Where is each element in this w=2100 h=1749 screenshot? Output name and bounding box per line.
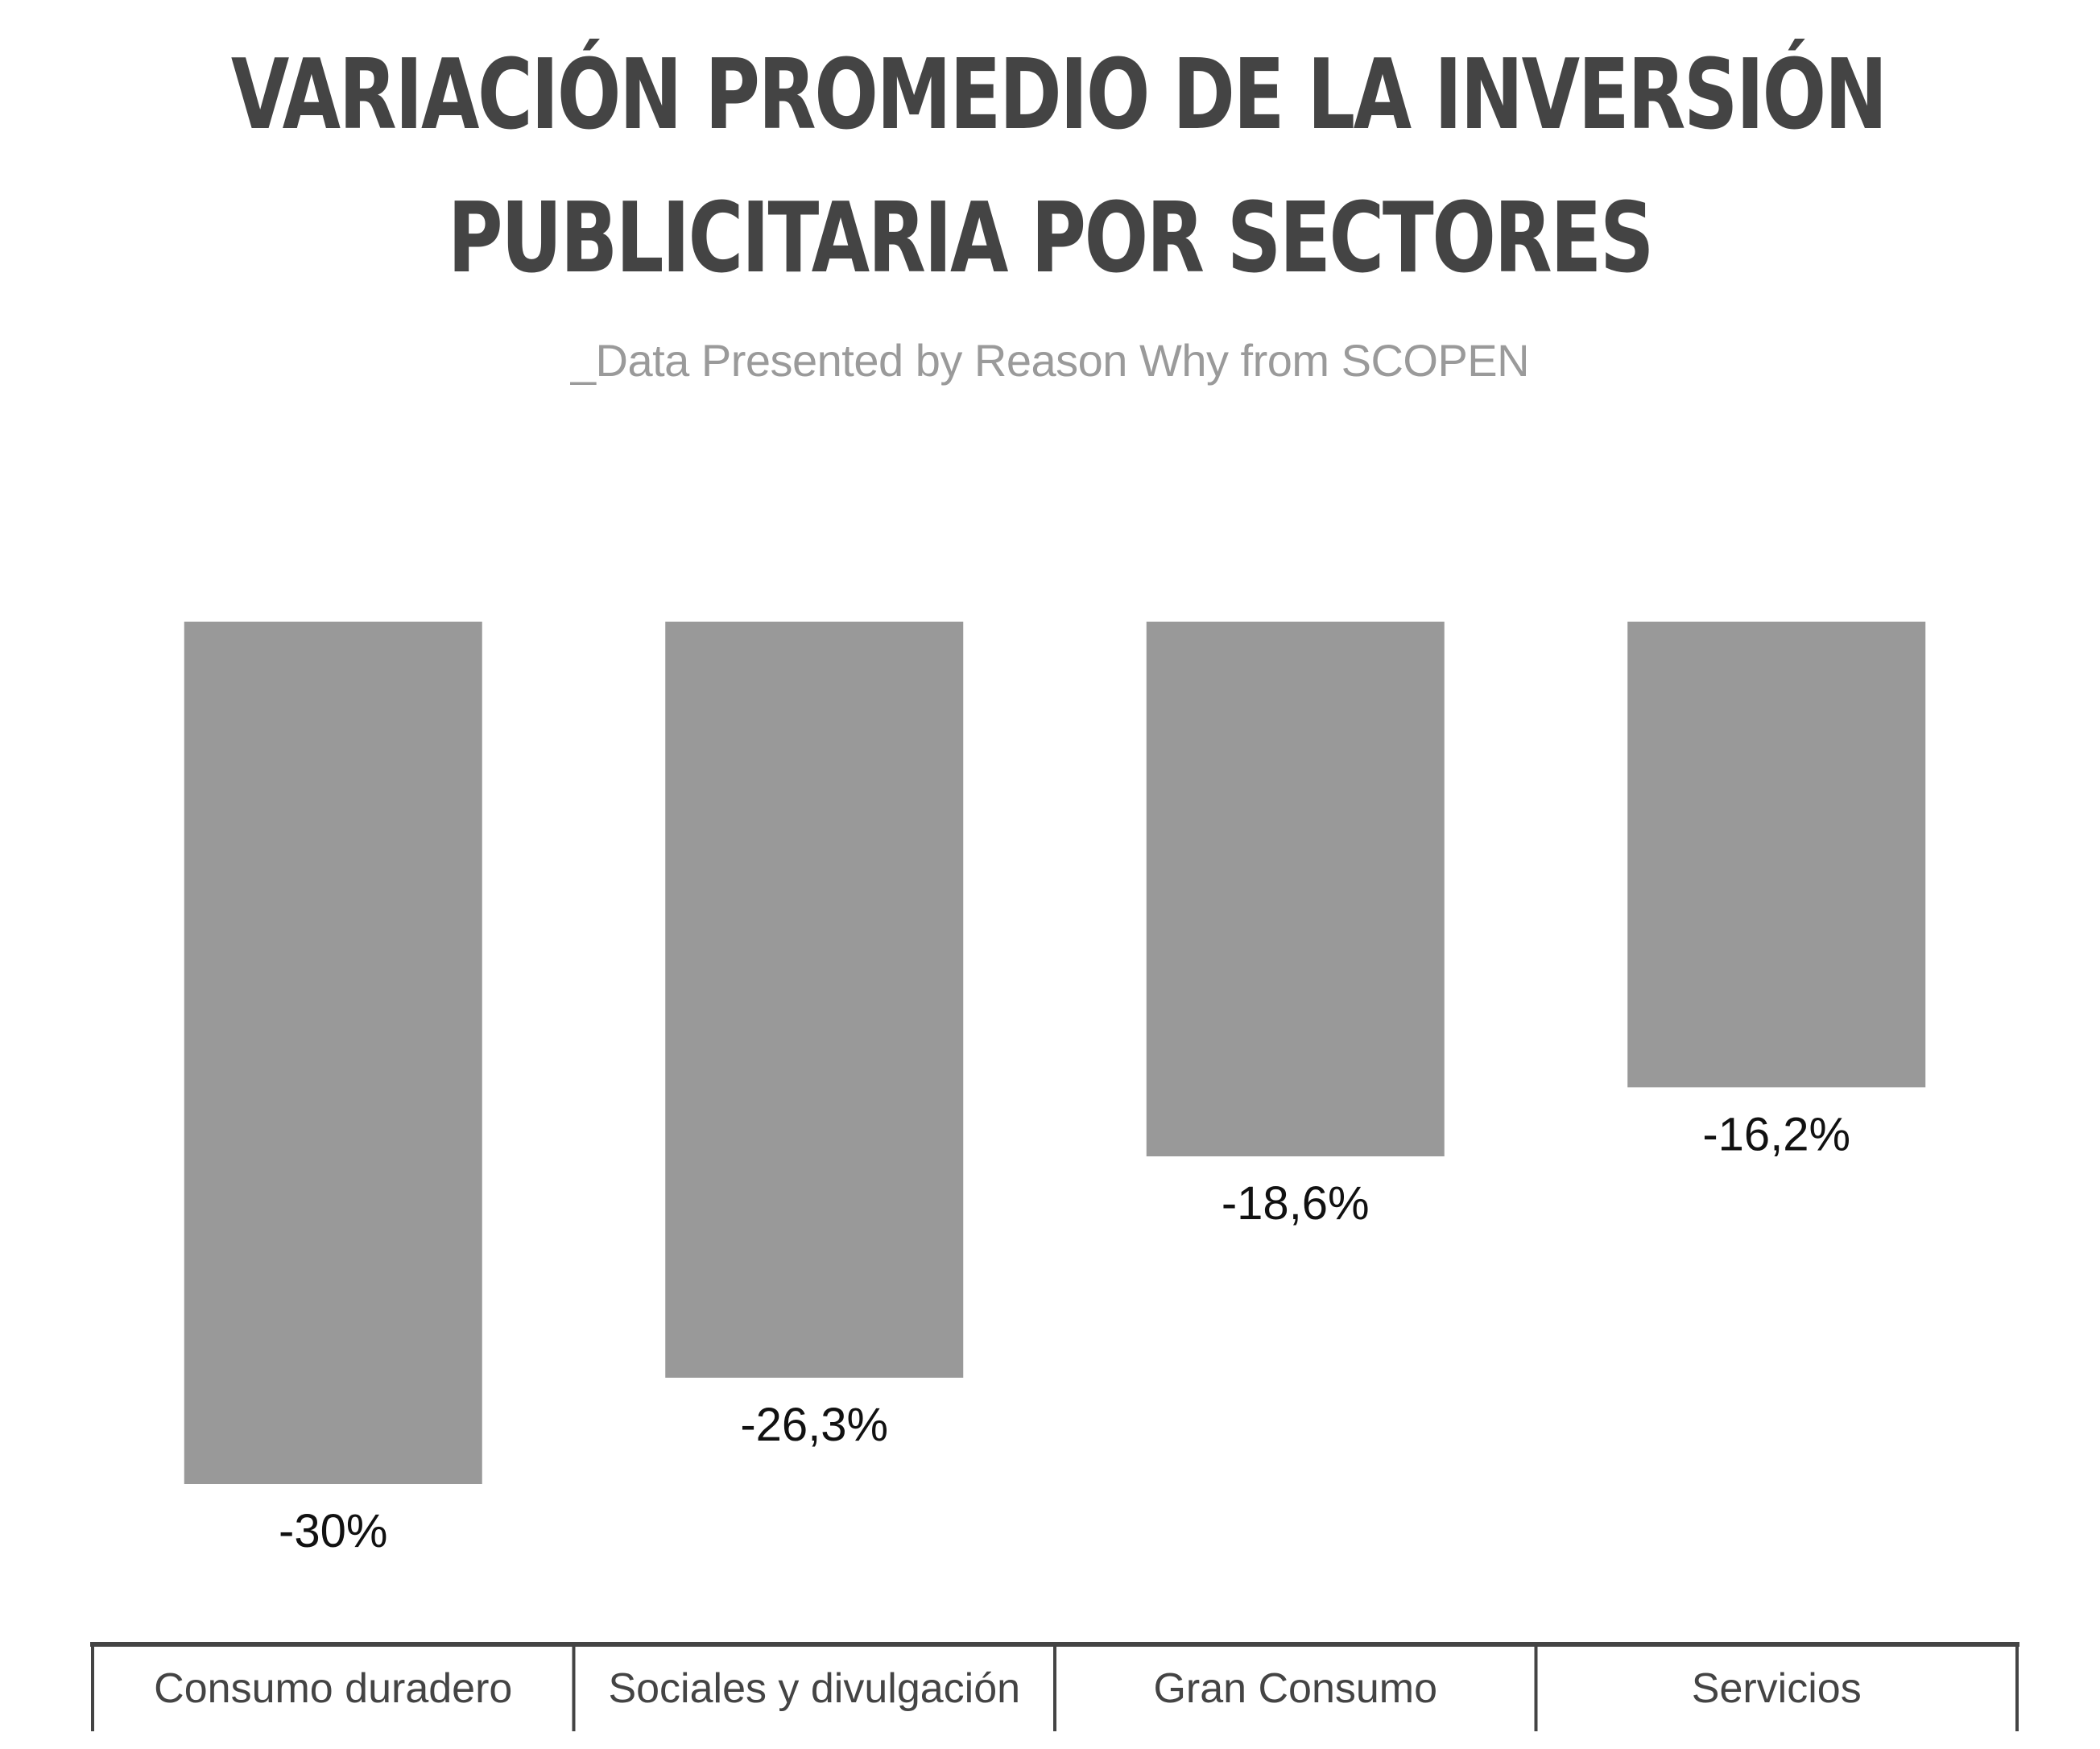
chart-title-line-1: VARIACIÓN PROMEDIO DE LA INVERSIÓN	[230, 39, 1887, 151]
bar	[1146, 622, 1445, 1157]
bar-value-label: -26,3%	[740, 1399, 888, 1451]
category-label: Gran Consumo	[1153, 1665, 1437, 1712]
chart-title: VARIACIÓN PROMEDIO DE LA INVERSIÓN PUBLI…	[230, 24, 1887, 311]
bar	[665, 622, 964, 1378]
bar-value-label: -30%	[279, 1505, 387, 1557]
bar-value-label: -18,6%	[1222, 1177, 1370, 1230]
bar-labels-group: -30% -26,3% -18,6% -16,2%	[279, 1108, 1850, 1557]
bars-group	[184, 622, 1926, 1484]
bar	[184, 622, 482, 1484]
category-label: Sociales y divulgación	[608, 1665, 1020, 1712]
chart-subtitle: _Data Presented by Reason Why from SCOPE…	[570, 335, 1530, 386]
bar-value-label: -16,2%	[1702, 1108, 1850, 1160]
category-label: Servicios	[1692, 1665, 1862, 1712]
chart-title-line-2: PUBLICITARIA POR SECTORES	[447, 183, 1654, 295]
category-label: Consumo duradero	[154, 1665, 512, 1712]
bar	[1627, 622, 1926, 1088]
category-labels-group: Consumo duradero Sociales y divulgación Gr…	[154, 1665, 1862, 1712]
category-axis	[90, 1642, 2019, 1731]
